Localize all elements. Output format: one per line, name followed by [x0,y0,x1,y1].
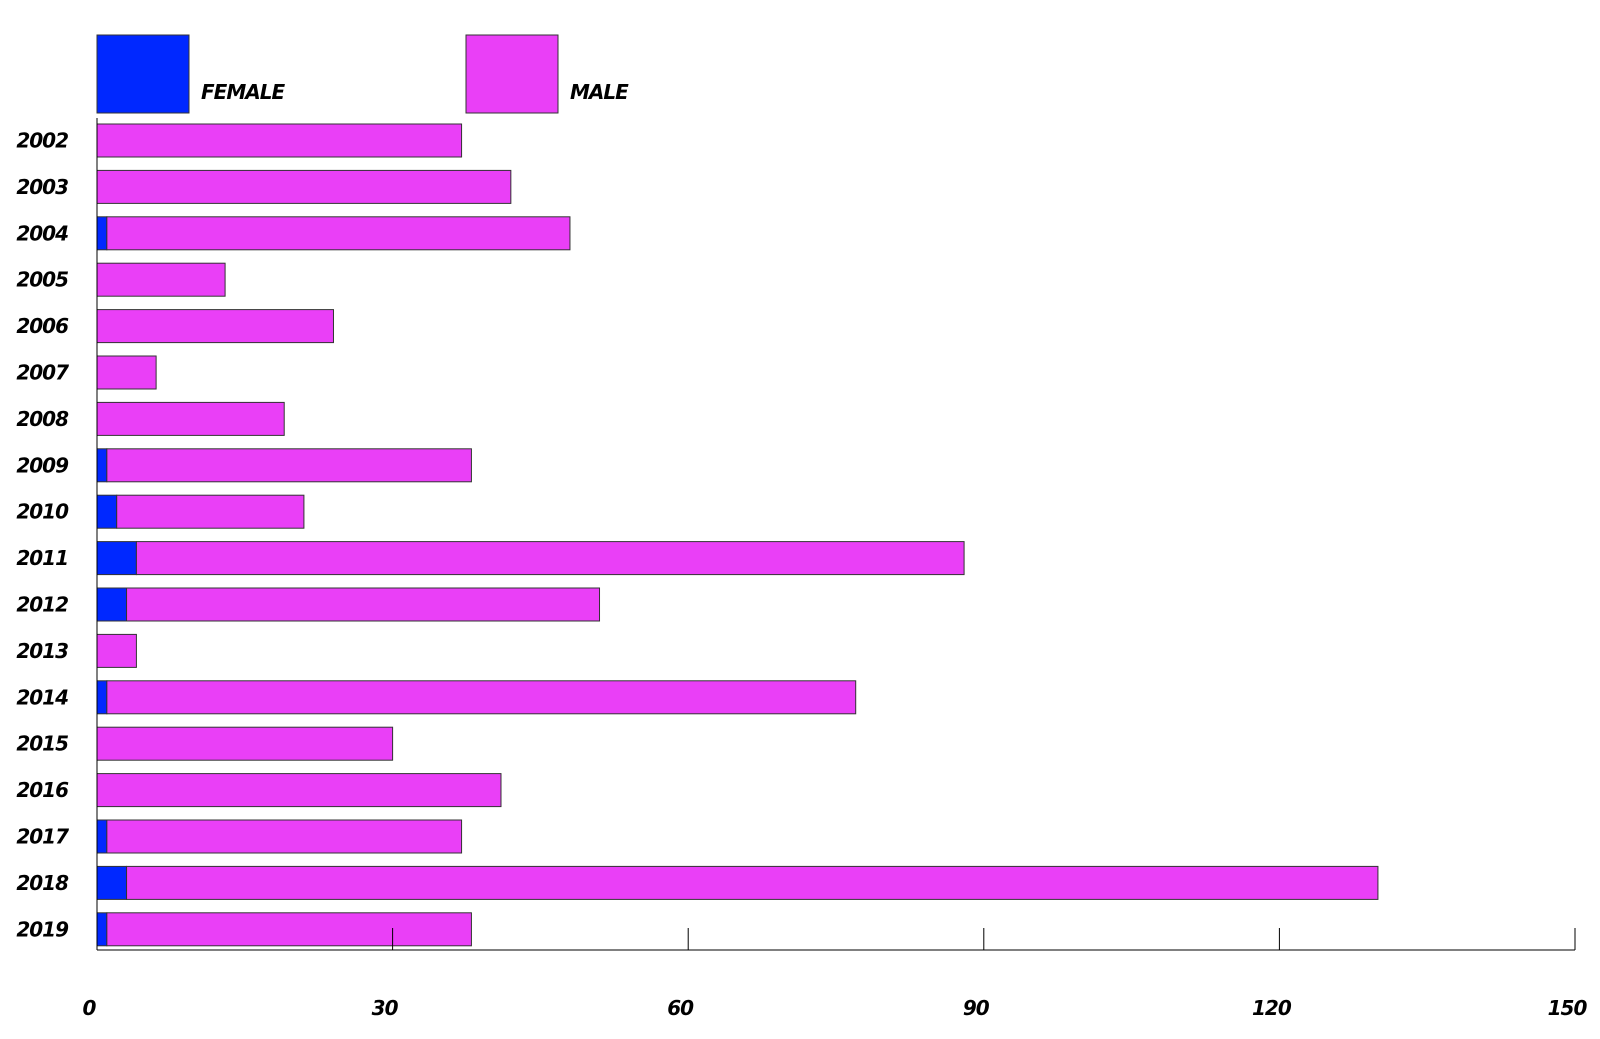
bar-female-2014 [96,680,108,715]
bar-male-2009 [106,448,472,483]
bar-male-2018 [126,865,1379,900]
y-tick-label-2009: 2009 [16,453,69,477]
bar-female-2009 [96,448,108,483]
legend-label-male: MALE [570,80,629,104]
y-tick-label-2007: 2007 [16,361,69,385]
legend-swatch-female [96,34,190,114]
y-tick-label-2006: 2006 [16,314,69,338]
legend: FEMALE MALE [96,34,630,114]
bar-female-2019 [96,912,108,947]
y-tick-label-2016: 2016 [16,778,69,802]
bar-male-2019 [106,912,472,947]
bars [96,123,1379,947]
bar-male-2010 [116,494,305,529]
bar-male-2017 [106,819,463,854]
y-tick-label-2008: 2008 [16,407,69,431]
bar-male-2014 [106,680,857,715]
y-tick-label-2012: 2012 [16,593,68,617]
y-tick-label-2019: 2019 [16,917,69,941]
y-tick-label-2004: 2004 [16,221,68,245]
legend-label-female: FEMALE [201,80,285,104]
x-axis: 0 30 60 90 120 150 [83,928,1588,1020]
bar-male-2007 [96,355,157,390]
bar-male-2015 [96,726,394,761]
y-axis: 2002 2003 2004 2005 2006 2007 2008 2009 2010 2011… [16,118,98,950]
x-tick-label-90: 90 [963,996,990,1020]
bar-male-2013 [96,633,137,668]
y-tick-label-2010: 2010 [16,500,69,524]
y-tick-label-2013: 2013 [16,639,68,663]
legend-swatch-male [465,34,559,114]
x-tick-label-60: 60 [667,996,694,1020]
y-tick-label-2015: 2015 [16,732,68,756]
bar-male-2008 [96,401,285,436]
bar-male-2011 [135,541,965,576]
y-tick-label-2011: 2011 [16,546,68,570]
y-tick-label-2005: 2005 [16,268,68,292]
bar-male-2006 [96,309,334,344]
y-tick-label-2014: 2014 [16,685,68,709]
bar-male-2002 [96,123,463,158]
bar-male-2005 [96,262,226,297]
bar-female-2011 [96,541,137,576]
y-tick-label-2003: 2003 [16,175,68,199]
y-tick-label-2002: 2002 [16,129,68,153]
x-tick-label-150: 150 [1548,996,1588,1020]
bar-male-2012 [126,587,601,622]
y-tick-label-2018: 2018 [16,871,69,895]
bar-female-2004 [96,216,108,251]
x-tick-label-30: 30 [372,996,399,1020]
bar-female-2017 [96,819,108,854]
x-tick-label-0: 0 [83,996,97,1020]
bar-male-2003 [96,169,512,204]
bar-male-2004 [106,216,571,251]
bar-female-2010 [96,494,118,529]
bar-female-2012 [96,587,128,622]
bar-female-2018 [96,865,128,900]
y-tick-label-2017: 2017 [16,825,69,849]
x-tick-label-120: 120 [1252,996,1292,1020]
bar-male-2016 [96,773,502,808]
